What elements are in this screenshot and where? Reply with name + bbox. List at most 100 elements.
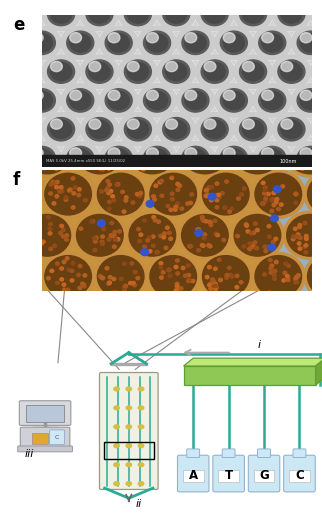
Circle shape xyxy=(142,88,172,113)
Circle shape xyxy=(165,317,169,321)
Circle shape xyxy=(209,220,213,224)
Circle shape xyxy=(118,230,121,233)
Circle shape xyxy=(89,5,110,23)
Circle shape xyxy=(173,205,177,209)
Circle shape xyxy=(201,244,205,247)
Circle shape xyxy=(247,323,250,327)
Circle shape xyxy=(62,27,99,59)
Circle shape xyxy=(195,230,203,236)
Circle shape xyxy=(81,307,85,310)
Circle shape xyxy=(147,91,167,110)
Circle shape xyxy=(263,35,282,51)
Circle shape xyxy=(163,117,190,141)
Circle shape xyxy=(166,4,177,14)
Circle shape xyxy=(242,5,264,23)
Circle shape xyxy=(0,317,4,320)
Circle shape xyxy=(250,246,254,249)
Circle shape xyxy=(270,264,274,267)
Circle shape xyxy=(187,279,191,283)
Circle shape xyxy=(319,177,322,180)
Circle shape xyxy=(4,171,41,203)
Circle shape xyxy=(224,150,243,166)
Circle shape xyxy=(70,149,91,167)
Circle shape xyxy=(275,57,308,86)
Circle shape xyxy=(99,141,138,175)
Circle shape xyxy=(70,149,91,167)
Bar xyxy=(26,405,64,422)
Circle shape xyxy=(8,174,37,200)
Circle shape xyxy=(202,61,227,82)
Circle shape xyxy=(71,262,75,265)
Circle shape xyxy=(308,315,312,319)
Circle shape xyxy=(0,145,18,171)
Circle shape xyxy=(4,327,8,331)
Circle shape xyxy=(254,305,258,309)
Circle shape xyxy=(209,282,213,285)
Circle shape xyxy=(43,141,46,144)
Circle shape xyxy=(114,463,119,467)
Circle shape xyxy=(190,193,194,196)
Circle shape xyxy=(142,219,146,222)
Circle shape xyxy=(147,90,158,100)
Circle shape xyxy=(186,202,189,205)
Circle shape xyxy=(45,322,49,325)
Circle shape xyxy=(271,143,275,146)
Circle shape xyxy=(319,61,322,72)
Circle shape xyxy=(51,120,71,139)
Circle shape xyxy=(60,25,100,60)
Circle shape xyxy=(107,167,111,170)
Circle shape xyxy=(179,287,183,290)
Circle shape xyxy=(321,177,322,180)
Circle shape xyxy=(245,151,249,155)
Circle shape xyxy=(89,61,101,72)
Circle shape xyxy=(310,303,314,307)
Circle shape xyxy=(300,90,312,100)
Circle shape xyxy=(259,159,263,162)
Circle shape xyxy=(306,145,309,148)
Circle shape xyxy=(163,176,189,198)
Circle shape xyxy=(255,28,289,57)
Circle shape xyxy=(155,302,158,306)
Circle shape xyxy=(170,192,174,195)
Circle shape xyxy=(202,176,227,198)
Circle shape xyxy=(0,31,16,54)
Circle shape xyxy=(205,63,224,80)
Circle shape xyxy=(121,57,155,86)
Circle shape xyxy=(8,1,37,27)
Circle shape xyxy=(279,118,304,140)
Circle shape xyxy=(6,232,10,235)
Circle shape xyxy=(281,119,293,129)
Circle shape xyxy=(290,25,322,60)
Circle shape xyxy=(146,238,149,242)
Circle shape xyxy=(8,59,37,84)
Circle shape xyxy=(300,33,321,52)
Circle shape xyxy=(270,198,274,201)
Circle shape xyxy=(193,152,197,156)
Circle shape xyxy=(72,192,76,195)
Circle shape xyxy=(311,171,322,203)
Circle shape xyxy=(188,245,192,248)
Circle shape xyxy=(0,30,18,56)
Circle shape xyxy=(23,84,61,116)
Circle shape xyxy=(201,60,228,83)
Circle shape xyxy=(99,26,138,60)
Circle shape xyxy=(163,60,189,83)
Circle shape xyxy=(0,144,20,173)
Circle shape xyxy=(112,277,116,281)
Circle shape xyxy=(24,297,71,338)
Circle shape xyxy=(127,177,139,187)
Circle shape xyxy=(24,201,28,204)
Circle shape xyxy=(0,83,24,118)
Circle shape xyxy=(51,178,71,196)
Circle shape xyxy=(182,89,209,112)
Circle shape xyxy=(224,92,243,109)
Circle shape xyxy=(101,235,104,238)
Circle shape xyxy=(0,84,22,116)
Circle shape xyxy=(175,259,179,262)
Circle shape xyxy=(310,55,322,89)
Circle shape xyxy=(285,274,289,278)
Circle shape xyxy=(147,32,158,43)
Circle shape xyxy=(151,244,155,247)
Circle shape xyxy=(145,321,149,324)
Circle shape xyxy=(299,322,303,325)
